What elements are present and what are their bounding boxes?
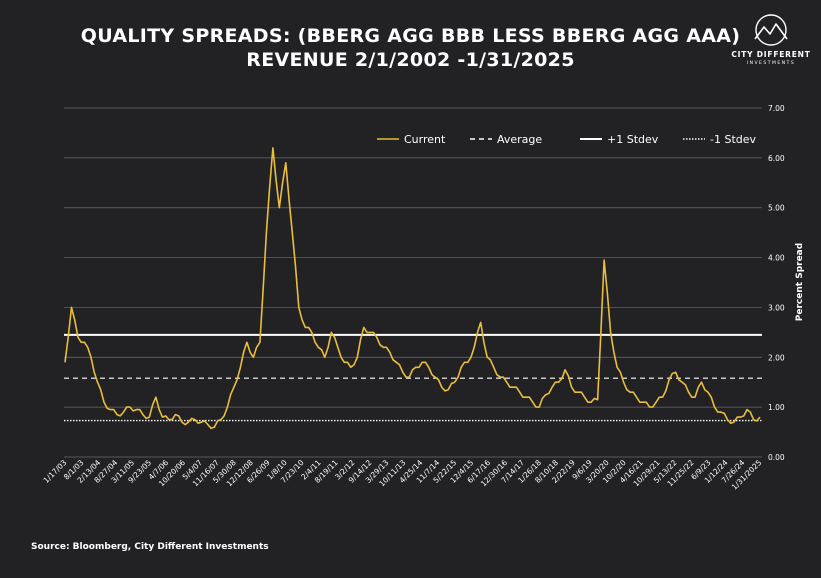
y-tick-label: 6.00 xyxy=(768,154,785,163)
logo-icon xyxy=(754,14,788,46)
logo-sub: INVESTMENTS xyxy=(746,61,796,66)
x-tick-labels: 1/17/038/1/032/13/048/27/043/11/059/23/0… xyxy=(42,458,764,492)
y-tick-label: 7.00 xyxy=(768,104,785,113)
grid-lines xyxy=(64,107,762,458)
y-axis-label: Percent Spread xyxy=(795,243,805,321)
legend: Current Average +1 Stdev -1 Stdev xyxy=(377,133,757,146)
chart-title: QUALITY SPREADS: (BBERG AGG BBB LESS BBE… xyxy=(0,24,821,72)
y-tick-labels: 0.00 1.00 2.00 3.00 4.00 5.00 6.00 7.00 xyxy=(768,104,785,462)
legend-label: +1 Stdev xyxy=(607,133,659,146)
legend-label: -1 Stdev xyxy=(710,133,757,146)
y-tick-label: 4.00 xyxy=(768,254,785,263)
y-tick-label: 3.00 xyxy=(768,303,785,312)
y-tick-label: 2.00 xyxy=(768,353,785,362)
logo-name: CITY DIFFERENT xyxy=(731,50,811,59)
y-tick-label: 1.00 xyxy=(768,403,785,412)
reference-lines xyxy=(64,333,762,422)
legend-label: Average xyxy=(497,133,542,146)
series-line-current xyxy=(64,147,761,430)
legend-label: Current xyxy=(404,133,446,146)
chart-title-line2: REVENUE 2/1/2002 -1/31/2025 xyxy=(246,49,575,71)
y-tick-label: 0.00 xyxy=(768,453,785,462)
chart-title-line1: QUALITY SPREADS: (BBERG AGG BBB LESS BBE… xyxy=(80,25,741,47)
y-tick-label: 5.00 xyxy=(768,204,785,213)
source-note: Source: Bloomberg, City Different Invest… xyxy=(31,542,269,552)
